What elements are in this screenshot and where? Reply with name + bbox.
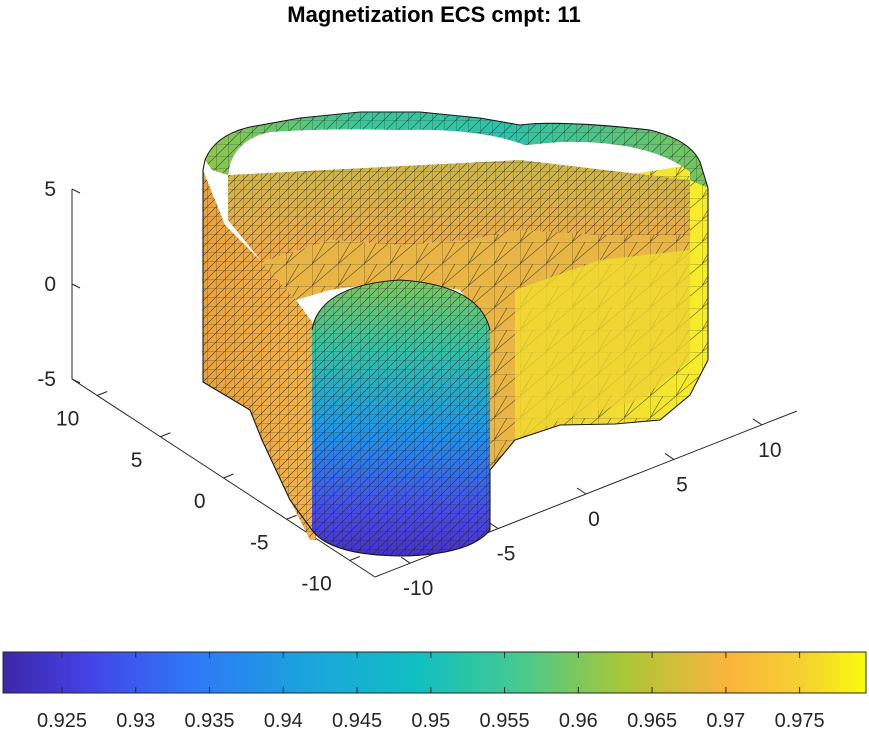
x-ticks: -10 -5 0 5 10: [400, 418, 782, 600]
colorbar: 0.925 0.93 0.935 0.94 0.945 0.95 0.955 0.96 0.96…: [2, 651, 867, 731]
y-tick-mark: [286, 514, 297, 520]
z-tick-label: 5: [44, 178, 56, 201]
colorbar-tick-label: 0.96: [559, 710, 598, 731]
x-tick-label: -5: [497, 543, 516, 566]
z-tick-label: 0: [44, 273, 56, 296]
colorbar-ticks: 0.925 0.93 0.935 0.94 0.945 0.95 0.955 0.96 0.96…: [37, 652, 825, 731]
y-tick-mark: [160, 432, 171, 438]
x-tick-label: 10: [758, 439, 781, 462]
y-tick-label: 5: [131, 449, 143, 472]
x-tick-mark: [664, 453, 675, 460]
z-tick-mark: [71, 188, 81, 194]
z-ticks: -5 0 5: [37, 178, 81, 391]
y-tick-mark: [223, 473, 234, 479]
y-tick-label: 0: [194, 490, 206, 513]
z-tick-mark: [71, 378, 81, 384]
x-tick-label: -10: [403, 577, 433, 600]
colorbar-tick-label: 0.955: [480, 710, 530, 731]
z-tick-label: -5: [37, 368, 56, 391]
x-tick-label: 5: [676, 473, 688, 496]
colorbar-tick-label: 0.95: [411, 710, 450, 731]
colorbar-tick-label: 0.975: [775, 710, 825, 731]
colorbar-tick-label: 0.965: [627, 710, 677, 731]
x-tick-mark: [576, 487, 587, 495]
colorbar-tick-label: 0.925: [37, 710, 87, 731]
colorbar-tick-label: 0.94: [264, 710, 303, 731]
y-tick-label: -10: [301, 573, 331, 596]
x-tick-mark: [752, 418, 763, 426]
colorbar-tick-label: 0.935: [184, 710, 234, 731]
colorbar-tick-label: 0.945: [332, 710, 382, 731]
colorbar-tick-label: 0.97: [706, 710, 745, 731]
colorbar-tick-label: 0.93: [116, 710, 155, 731]
y-ticks: -10 -5 0 5 10: [56, 391, 360, 596]
surface-mesh: [202, 111, 709, 557]
colorbar-gradient: [2, 651, 867, 694]
x-tick-label: 0: [588, 508, 600, 531]
z-tick-mark: [71, 283, 81, 289]
y-tick-label: 10: [56, 408, 79, 431]
x-tick-mark: [400, 556, 411, 564]
x-tick-mark: [488, 522, 499, 529]
y-tick-label: -5: [250, 531, 269, 554]
y-tick-mark: [97, 391, 108, 396]
chart-title: Magnetization ECS cmpt: 11: [287, 2, 580, 27]
y-tick-mark: [349, 556, 360, 561]
